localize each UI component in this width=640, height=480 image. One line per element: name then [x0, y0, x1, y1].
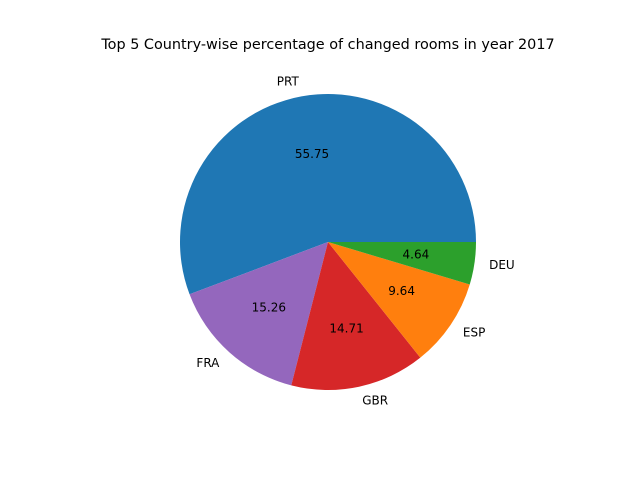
slice-label-prt: PRT — [277, 74, 300, 88]
slice-value-gbr: 14.71 — [329, 321, 363, 335]
slice-value-deu: 4.64 — [403, 247, 430, 261]
pie-slice-deu — [328, 242, 476, 285]
chart-title: Top 5 Country-wise percentage of changed… — [100, 37, 554, 53]
slice-label-fra: FRA — [196, 356, 220, 370]
pie-slice-fra — [189, 242, 328, 386]
pie-labels: PRT 55.75 FRA 15.26 GBR 14.71 ESP 9.64 DEU 4.64 — [196, 74, 514, 407]
pie-slice-gbr — [291, 242, 421, 390]
pie-slice-prt — [180, 94, 477, 295]
slice-label-esp: ESP — [463, 326, 485, 340]
pie-slices — [180, 94, 477, 390]
slice-label-gbr: GBR — [362, 394, 388, 408]
slice-value-esp: 9.64 — [388, 284, 415, 298]
pie-slice-esp — [328, 242, 470, 358]
slice-label-deu: DEU — [489, 258, 515, 272]
slice-value-prt: 55.75 — [295, 147, 329, 161]
slice-value-fra: 15.26 — [252, 301, 286, 315]
